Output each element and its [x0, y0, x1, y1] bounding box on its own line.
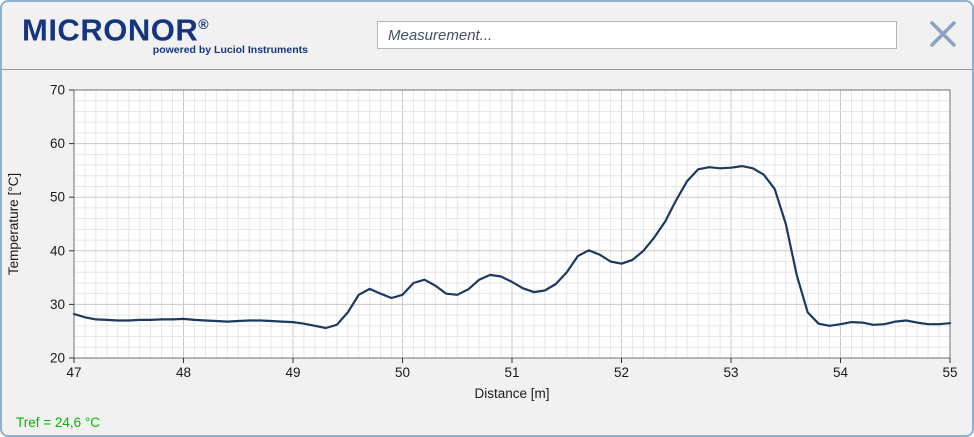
y-axis-label: Temperature [°C]	[6, 173, 21, 275]
y-tick-label: 30	[50, 297, 65, 312]
brand-logo: MICRONOR® powered by Luciol Instruments	[22, 8, 322, 56]
y-tick-label: 40	[50, 243, 65, 258]
x-tick-label: 50	[395, 365, 410, 380]
x-tick-label: 48	[176, 365, 191, 380]
registered-mark-icon: ®	[198, 16, 210, 32]
y-tick-label: 50	[50, 190, 65, 205]
x-tick-label: 54	[833, 365, 849, 380]
y-tick-label: 70	[50, 83, 65, 98]
brand-tagline: powered by Luciol Instruments	[152, 44, 308, 57]
close-icon	[930, 21, 956, 47]
x-tick-label: 51	[504, 365, 519, 380]
x-axis-label: Distance [m]	[474, 386, 549, 401]
x-tick-label: 53	[723, 365, 738, 380]
y-tick-label: 60	[50, 136, 65, 151]
brand-name: MICRONOR®	[22, 8, 322, 46]
temperature-chart: 47 48 49 50 51 52 53 54 55 20 30 40 50 60 70 Distance […	[6, 83, 958, 402]
measurement-input[interactable]	[377, 21, 897, 49]
close-button[interactable]	[926, 17, 960, 51]
chart-area: 47 48 49 50 51 52 53 54 55 20 30 40 50 60 70 Distance […	[2, 70, 972, 435]
temperature-trace	[72, 164, 952, 330]
x-tick-label: 52	[614, 365, 629, 380]
x-tick-label: 47	[66, 365, 81, 380]
x-tick-label: 55	[942, 365, 957, 380]
title-bar: MICRONOR® powered by Luciol Instruments	[2, 2, 972, 70]
y-tick-label: 20	[50, 351, 65, 366]
brand-text: MICRONOR	[22, 12, 199, 48]
x-tick-label: 49	[285, 365, 300, 380]
tref-label: Tref = 24,6 °C	[16, 415, 101, 430]
